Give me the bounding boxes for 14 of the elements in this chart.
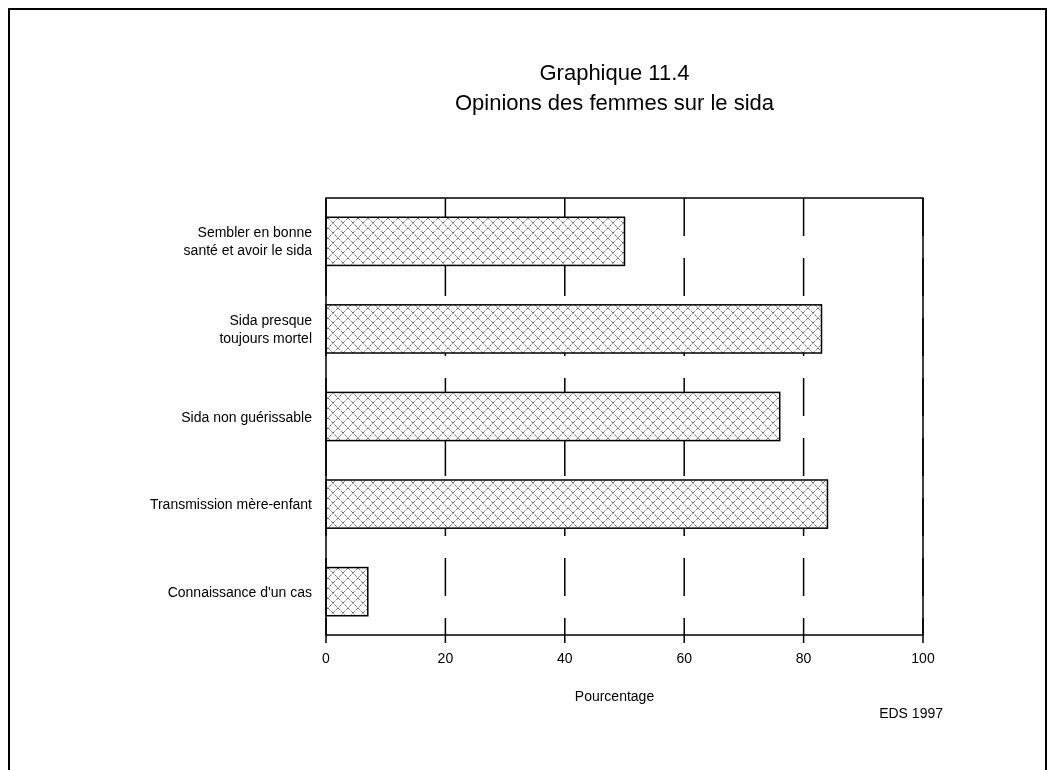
chart-title: Graphique 11.4 Opinions des femmes sur le sida [454,60,775,115]
x-tick-label: 20 [437,650,454,666]
x-tick-label: 100 [911,650,935,666]
y-tick-label: Sida non guérissable [181,408,313,425]
y-tick-label: Sembler en bonne santé et avoir le sida [183,224,313,259]
text: EDS 1997 [879,705,944,721]
x-axis-title: Pourcentage [574,688,655,704]
y-tick-label: Connaissance d'un cas [167,583,312,600]
x-tick-label: 0 [322,650,331,666]
y-tick-label: Sida presque toujours mortel [219,311,313,346]
x-tick-label: 60 [676,650,693,666]
y-tick-label: Transmission mère-enfant [149,496,313,513]
x-tick-label: 40 [557,650,573,666]
x-tick-label: 80 [795,650,812,666]
